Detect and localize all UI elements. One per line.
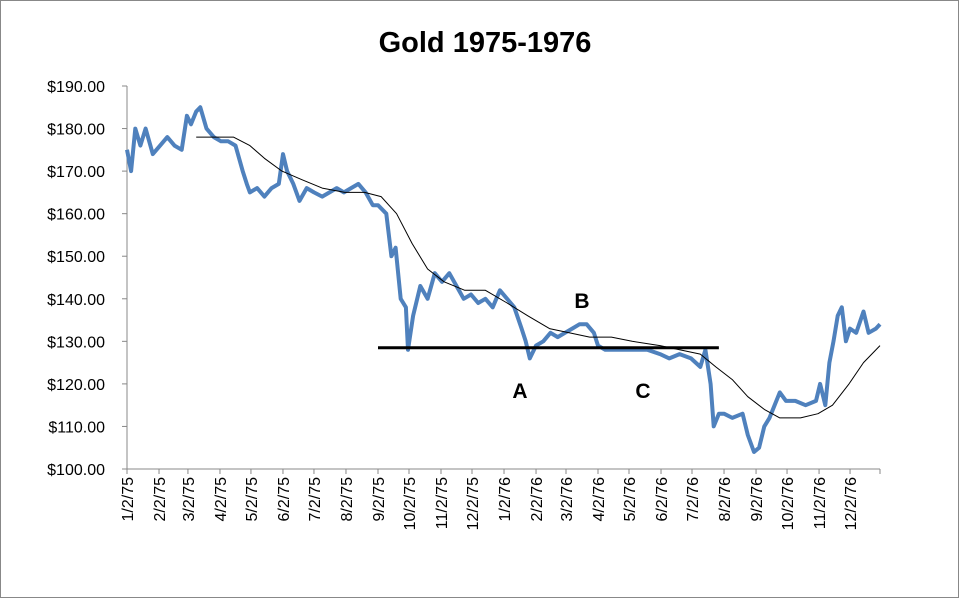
annotation: C [635, 380, 650, 403]
y-tick-label: $110.00 [48, 419, 105, 436]
x-tick-label: 1/2/75 [120, 477, 137, 522]
x-tick-label: 6/2/76 [654, 477, 671, 522]
x-tick-label: 7/2/75 [307, 477, 324, 522]
y-tick-label: $120.00 [47, 377, 105, 394]
x-tick-label: 4/2/75 [213, 477, 230, 522]
x-tick-label: 10/2/76 [780, 477, 797, 530]
annotation: A [512, 380, 527, 403]
annotation: B [574, 290, 589, 313]
x-tick-label: 3/2/76 [559, 477, 576, 522]
x-tick-label: 11/2/75 [434, 477, 451, 529]
y-tick-label: $150.00 [47, 249, 105, 266]
x-tick-label: 5/2/75 [244, 477, 261, 522]
x-tick-label: 7/2/76 [685, 477, 702, 522]
x-tick-label: 9/2/75 [371, 477, 388, 522]
x-tick-label: 6/2/75 [276, 477, 293, 522]
x-tick-label: 11/2/76 [812, 477, 829, 529]
x-tick-label: 12/2/76 [843, 477, 860, 530]
x-tick-label: 5/2/76 [622, 477, 639, 522]
x-tick-label: 3/2/75 [181, 477, 198, 522]
y-tick-label: $130.00 [47, 334, 105, 351]
x-tick-label: 4/2/76 [591, 477, 608, 522]
x-tick-label: 12/2/75 [465, 477, 482, 530]
y-tick-label: $190.00 [47, 79, 105, 96]
y-tick-label: $170.00 [47, 164, 105, 181]
series-line [196, 136, 881, 419]
y-tick-label: $160.00 [47, 207, 105, 224]
y-tick-label: $140.00 [47, 292, 105, 309]
y-tick-label: $180.00 [47, 122, 105, 139]
series-line [125, 105, 882, 454]
x-tick-label: 2/2/76 [529, 477, 546, 522]
x-tick-label: 2/2/75 [152, 477, 169, 522]
chart-title: Gold 1975-1976 [379, 27, 592, 59]
x-tick-label: 10/2/75 [402, 477, 419, 530]
y-tick-label: $100.00 [47, 462, 105, 479]
x-tick-label: 9/2/76 [749, 477, 766, 522]
x-tick-label: 8/2/75 [339, 477, 356, 522]
x-tick-label: 8/2/76 [717, 477, 734, 522]
x-tick-label: 1/2/76 [497, 477, 514, 522]
